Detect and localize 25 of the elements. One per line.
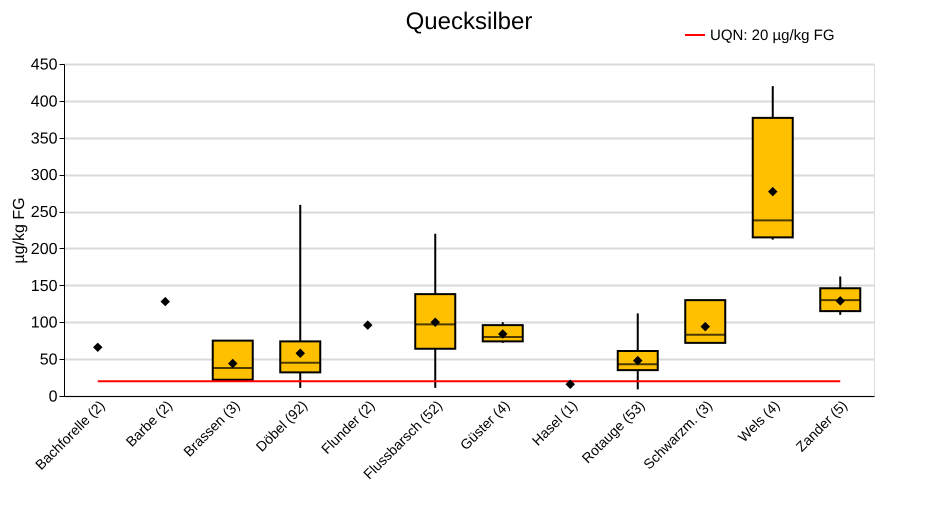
point [160, 296, 170, 306]
point [430, 317, 440, 327]
point [633, 356, 642, 366]
y-tick-label: 350 [30, 130, 58, 148]
point [768, 186, 778, 196]
y-tick-label: 250 [30, 204, 58, 222]
point [93, 342, 102, 352]
point [363, 320, 372, 330]
y-tick-label: 400 [30, 93, 58, 110]
point [566, 379, 575, 389]
y-tick-label: 100 [30, 314, 58, 332]
chart-title: Quecksilber [406, 8, 532, 35]
point [498, 329, 508, 339]
y-tick-label: 450 [30, 56, 58, 74]
point [700, 322, 710, 332]
y-tick-label: 150 [30, 278, 58, 295]
y-axis-title: µg/kg FG [10, 197, 28, 264]
legend-label: UQN: 20 µg/kg FG [710, 27, 835, 44]
y-tick-label: 300 [30, 167, 58, 184]
point [296, 348, 305, 358]
point [836, 296, 845, 306]
point [228, 358, 238, 368]
y-tick-label: 50 [40, 352, 58, 369]
y-tick-label: 0 [48, 388, 58, 406]
y-tick-label: 200 [30, 240, 58, 258]
